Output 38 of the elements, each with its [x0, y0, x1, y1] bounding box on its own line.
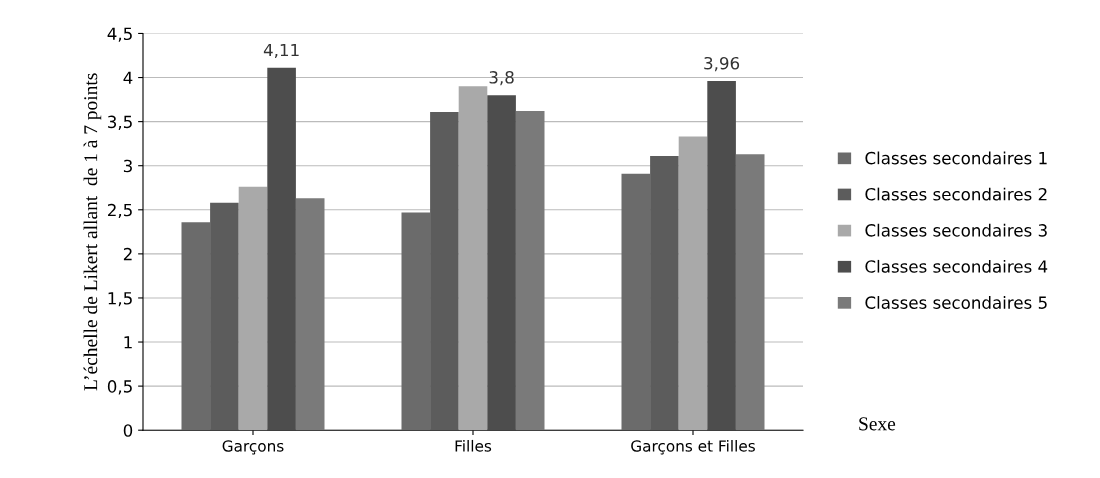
y-tick-label: 1,5 [108, 292, 132, 307]
data-label: 3,8 [489, 71, 514, 86]
y-tick-label: 1 [124, 336, 132, 349]
legend-label: Classes secondaires 3 [865, 223, 1047, 237]
bar [181, 222, 211, 431]
y-axis-title: L’échelle de Likert allant de 1 à 7 points [83, 73, 102, 391]
bar [295, 198, 325, 431]
x-tick-label: Garçons [222, 440, 284, 455]
y-tick-label: 0,5 [107, 380, 132, 395]
bar [678, 136, 708, 431]
legend-label: Classes secondaires 5 [865, 296, 1047, 309]
bar [267, 67, 296, 431]
bar [401, 212, 431, 431]
legend-label: Classes secondaires 4 [865, 259, 1048, 273]
bar [735, 154, 765, 431]
bar [650, 156, 679, 431]
bar [515, 111, 545, 431]
y-tick-label: 3,5 [108, 115, 132, 130]
bar [487, 95, 516, 431]
x-axis-title: Sexe [859, 417, 896, 431]
y-tick-label: 3 [123, 159, 132, 173]
bar [707, 81, 736, 431]
data-label: 3,96 [704, 56, 740, 72]
bar [430, 111, 459, 431]
y-tick-label: 4,5 [107, 27, 132, 42]
bar [210, 202, 239, 431]
y-tick-label: 2 [123, 247, 132, 261]
bar [621, 173, 651, 431]
y-tick-label: 0 [123, 424, 133, 437]
data-label: 4,11 [263, 43, 299, 58]
legend-label: Classes secondaires 2 [865, 187, 1047, 201]
y-tick-label: 2,5 [107, 203, 132, 219]
x-tick-label: Filles [455, 439, 492, 452]
legend-label: Classes secondaires 1 [865, 151, 1047, 165]
bar [238, 186, 268, 431]
y-tick-label: 4 [123, 71, 133, 84]
bar [458, 86, 488, 431]
x-tick-label: Garçons et Filles [631, 439, 755, 455]
